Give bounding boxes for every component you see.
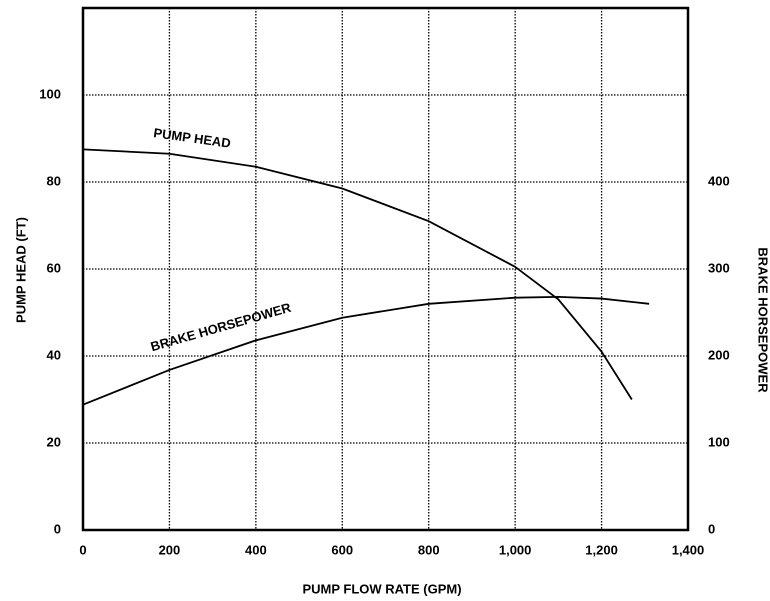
x-tick-label: 200 <box>159 542 181 557</box>
y-tick-label: 20 <box>47 434 61 449</box>
y2-tick-label: 200 <box>708 347 730 362</box>
y2-tick-label: 300 <box>708 260 730 275</box>
x-tick-label: 0 <box>79 542 86 557</box>
y-tick-label: 100 <box>39 86 61 101</box>
y-tick-label: 60 <box>47 260 61 275</box>
y-tick-label: 40 <box>47 347 61 362</box>
x-tick-label: 800 <box>418 542 440 557</box>
curve <box>82 148 633 400</box>
x-axis-title: PUMP FLOW RATE (GPM) <box>302 581 461 596</box>
y2-axis-title: BRAKE HORSEPOWER <box>756 247 770 393</box>
y-axis-title: PUMP HEAD (FT) <box>13 217 28 323</box>
x-tick-label: 1,000 <box>499 542 532 557</box>
x-tick-label: 1,200 <box>585 542 618 557</box>
y2-tick-label: 0 <box>708 521 715 536</box>
plot-frame <box>81 6 690 532</box>
y2-tick-label: 400 <box>708 173 730 188</box>
curve <box>82 295 650 406</box>
x-tick-label: 1,400 <box>672 542 705 557</box>
y2-tick-label: 100 <box>708 434 730 449</box>
y-tick-label: 80 <box>47 173 61 188</box>
x-tick-label: 400 <box>245 542 267 557</box>
x-tick-label: 600 <box>331 542 353 557</box>
curve-label: PUMP HEAD <box>153 125 232 151</box>
curve-label: BRAKE HORSEPOWER <box>149 300 293 355</box>
y-tick-label: 0 <box>54 521 61 536</box>
